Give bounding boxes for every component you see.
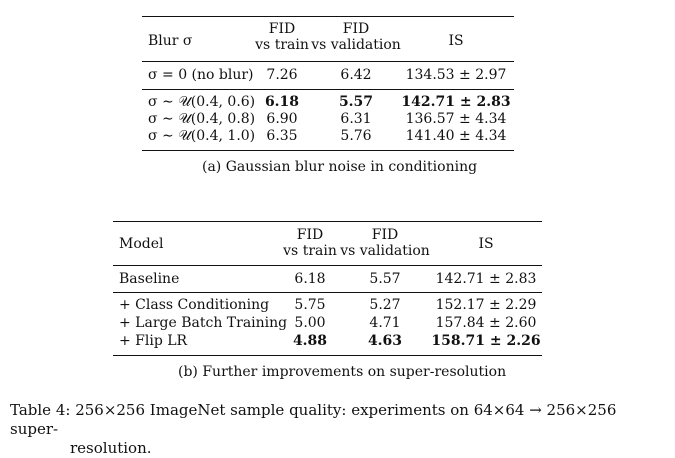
row-label: σ ∼ 𝒰(0.4, 1.0) [148,128,256,144]
row-is: 141.40 ± 4.34 [405,128,507,144]
bottom-rule [113,355,542,357]
row-fid-train: 6.35 [266,128,298,144]
row-fid-train: 6.18 [264,94,300,110]
row-fid-validation: 4.71 [369,315,401,331]
row-fid-validation: 5.57 [338,94,374,110]
row-fid-validation: 5.27 [369,297,401,313]
header-blur-sigma: Blur σ [148,33,193,49]
header-fid-validation: FID vs validation [340,227,430,259]
row-fid-validation: 6.42 [340,67,372,83]
header-rule [142,61,514,62]
top-rule [113,221,542,223]
row-fid-train: 5.00 [294,315,326,331]
row-label: σ = 0 (no blur) [148,67,254,83]
row-label: + Large Batch Training [119,315,288,331]
header-fid-validation-line2: vs validation [311,37,401,53]
row-is: 152.17 ± 2.29 [435,297,537,313]
bottom-rule [142,150,514,152]
header-model: Model [119,236,164,252]
header-is: IS [448,33,464,49]
row-is: 142.71 ± 2.83 [401,94,511,110]
header-is: IS [478,236,494,252]
row-label: σ ∼ 𝒰(0.4, 0.8) [148,111,256,127]
header-fid-train-line2: vs train [283,243,337,259]
row-fid-validation: 5.57 [369,271,401,287]
row-fid-train: 5.75 [294,297,326,313]
row-fid-validation: 5.76 [340,128,372,144]
row-fid-train: 7.26 [266,67,298,83]
row-is: 136.57 ± 4.34 [405,111,507,127]
header-fid-train-line1: FID [296,227,324,243]
row-is: 157.84 ± 2.60 [435,315,537,331]
row-label: + Class Conditioning [119,297,270,313]
top-rule [142,16,514,18]
caption-b: (b) Further improvements on super-resolu… [178,364,507,380]
row-rule [113,292,542,293]
caption-a: (a) Gaussian blur noise in conditioning [202,159,478,175]
row-label: + Flip LR [119,333,188,349]
row-is: 142.71 ± 2.83 [435,271,537,287]
row-fid-validation: 6.31 [340,111,372,127]
table-caption: Table 4: 256×256 ImageNet sample quality… [10,401,660,458]
row-fid-train: 6.18 [294,271,326,287]
row-fid-validation: 4.63 [367,333,403,349]
row-is: 134.53 ± 2.97 [405,67,507,83]
header-fid-train-line2: vs train [255,37,309,53]
table-caption-line2: resolution. [70,439,152,457]
table-a: Blur σ FID vs train FID vs validation IS… [142,16,514,156]
header-fid-train-line1: FID [268,21,296,37]
header-fid-validation-line1: FID [342,21,370,37]
row-is: 158.71 ± 2.26 [431,333,541,349]
header-fid-validation-line2: vs validation [340,243,430,259]
header-fid-train: FID vs train [255,21,309,53]
table-b: Model FID vs train FID vs validation IS … [113,221,542,361]
row-fid-train: 6.90 [266,111,298,127]
header-fid-validation: FID vs validation [311,21,401,53]
row-rule [142,89,514,90]
header-fid-train: FID vs train [283,227,337,259]
table-caption-line1: Table 4: 256×256 ImageNet sample quality… [10,401,617,438]
row-fid-train: 4.88 [292,333,328,349]
row-label: σ ∼ 𝒰(0.4, 0.6) [148,94,256,110]
header-rule [113,265,542,266]
header-fid-validation-line1: FID [371,227,399,243]
row-label: Baseline [119,271,180,287]
